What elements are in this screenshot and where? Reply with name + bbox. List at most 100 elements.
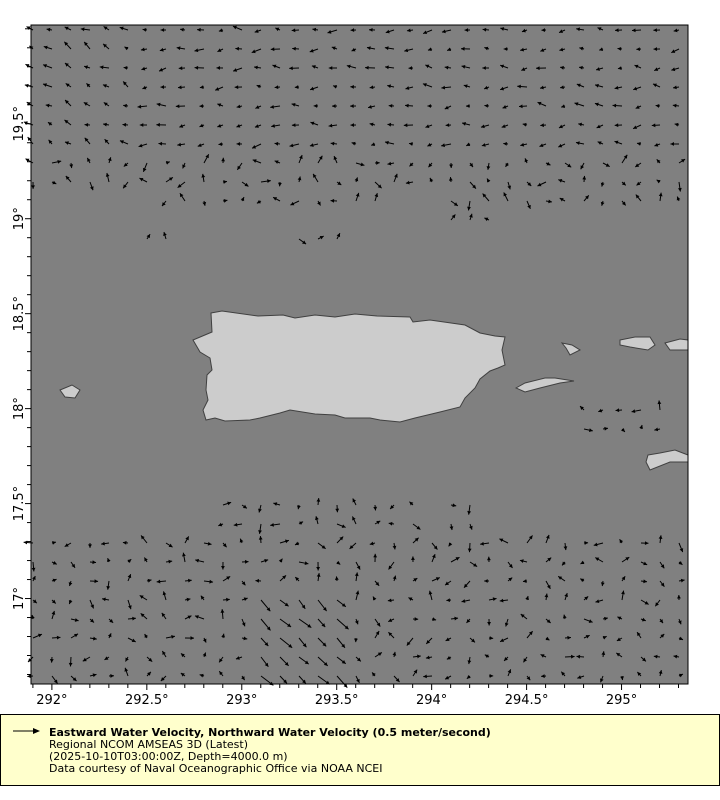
velocity-arrow (355, 656, 362, 662)
velocity-arrow (278, 558, 283, 563)
velocity-arrow (86, 157, 91, 164)
legend-dataset: Regional NCOM AMSEAS 3D (Latest) (49, 738, 248, 751)
velocity-arrow (466, 674, 471, 680)
velocity-arrow (583, 428, 593, 433)
velocity-arrow (51, 635, 61, 640)
x-tick-label: 294.5° (505, 693, 549, 708)
velocity-arrow (218, 656, 224, 663)
velocity-arrow (579, 46, 585, 51)
velocity-arrow (374, 520, 381, 525)
velocity-arrow (336, 637, 346, 649)
velocity-arrow (258, 536, 263, 544)
velocity-arrow (32, 633, 43, 639)
velocity-arrow (89, 636, 97, 641)
velocity-arrow (427, 104, 433, 108)
velocity-arrow (83, 65, 91, 70)
velocity-arrow (370, 142, 376, 146)
velocity-arrow (273, 502, 281, 506)
velocity-arrow (484, 654, 490, 659)
velocity-arrow (480, 541, 490, 546)
velocity-arrow (595, 67, 604, 71)
velocity-arrow (216, 66, 224, 70)
velocity-arrow (165, 635, 176, 639)
velocity-arrow (236, 142, 243, 146)
velocity-arrow (89, 579, 99, 584)
velocity-arrow (540, 654, 547, 658)
velocity-arrow (636, 47, 642, 52)
velocity-arrow (469, 181, 477, 189)
velocity-arrow (222, 597, 230, 602)
velocity-arrow (49, 656, 54, 663)
velocity-arrow (70, 618, 79, 622)
velocity-arrow (68, 656, 73, 667)
velocity-arrow (374, 161, 380, 165)
velocity-arrow (412, 537, 419, 544)
legend: Eastward Water Velocity, Northward Water… (0, 714, 720, 786)
velocity-arrow (296, 504, 301, 510)
velocity-arrow (545, 534, 550, 544)
velocity-arrow (42, 64, 53, 69)
velocity-arrow (374, 652, 383, 658)
velocity-arrow (449, 523, 454, 531)
arrow-right-icon (13, 728, 40, 734)
velocity-arrow (526, 181, 532, 187)
velocity-arrow (393, 675, 400, 683)
velocity-arrow (393, 173, 398, 183)
velocity-arrow (579, 405, 585, 411)
velocity-arrow (602, 635, 607, 640)
velocity-arrow (123, 103, 129, 108)
x-tick-label: 292.5° (125, 693, 169, 708)
velocity-arrow (431, 577, 441, 582)
velocity-arrow (217, 123, 224, 128)
velocity-arrow (279, 599, 289, 607)
velocity-arrow (63, 41, 72, 50)
velocity-arrow (241, 597, 248, 602)
velocity-arrow (232, 25, 243, 31)
velocity-arrow (146, 671, 152, 677)
velocity-arrow (545, 557, 552, 563)
legend-credit: Data courtesy of Naval Oceanographic Off… (49, 762, 383, 775)
velocity-arrow (64, 62, 72, 69)
velocity-arrow (371, 672, 376, 677)
velocity-arrow (31, 181, 35, 189)
velocity-arrow (523, 656, 528, 663)
velocity-arrow (350, 104, 357, 108)
velocity-arrow (312, 173, 319, 183)
velocity-arrow (503, 141, 509, 146)
velocity-arrow (160, 675, 167, 682)
velocity-arrow (46, 27, 53, 32)
velocity-arrow (488, 636, 494, 640)
velocity-arrow (180, 652, 186, 658)
velocity-arrow (222, 542, 227, 548)
velocity-arrow (160, 28, 167, 32)
velocity-arrow (388, 618, 395, 623)
velocity-arrow (316, 561, 321, 571)
velocity-arrow (580, 560, 585, 565)
velocity-arrow (352, 498, 357, 506)
velocity-arrow (336, 656, 347, 665)
velocity-arrow (202, 200, 207, 206)
velocity-arrow (487, 556, 491, 563)
velocity-arrow (271, 124, 281, 128)
velocity-arrow (89, 181, 94, 191)
velocity-arrow (536, 66, 547, 71)
velocity-arrow (615, 408, 623, 413)
velocity-arrow (239, 538, 244, 544)
velocity-arrow (387, 598, 395, 603)
velocity-arrow (621, 590, 625, 601)
puerto-rico (192, 310, 506, 423)
velocity-arrow (255, 105, 262, 109)
velocity-arrow (441, 143, 452, 148)
velocity-arrow (241, 675, 246, 681)
velocity-arrow (156, 579, 167, 584)
velocity-arrow (298, 561, 309, 566)
velocity-arrow (595, 557, 604, 563)
velocity-arrow (655, 104, 661, 108)
velocity-arrow (298, 637, 307, 648)
velocity-arrow (241, 559, 249, 564)
velocity-arrow (260, 179, 271, 183)
velocity-arrow (461, 64, 471, 69)
velocity-arrow (124, 667, 129, 677)
velocity-arrow (597, 27, 604, 31)
velocity-arrow (461, 599, 471, 603)
